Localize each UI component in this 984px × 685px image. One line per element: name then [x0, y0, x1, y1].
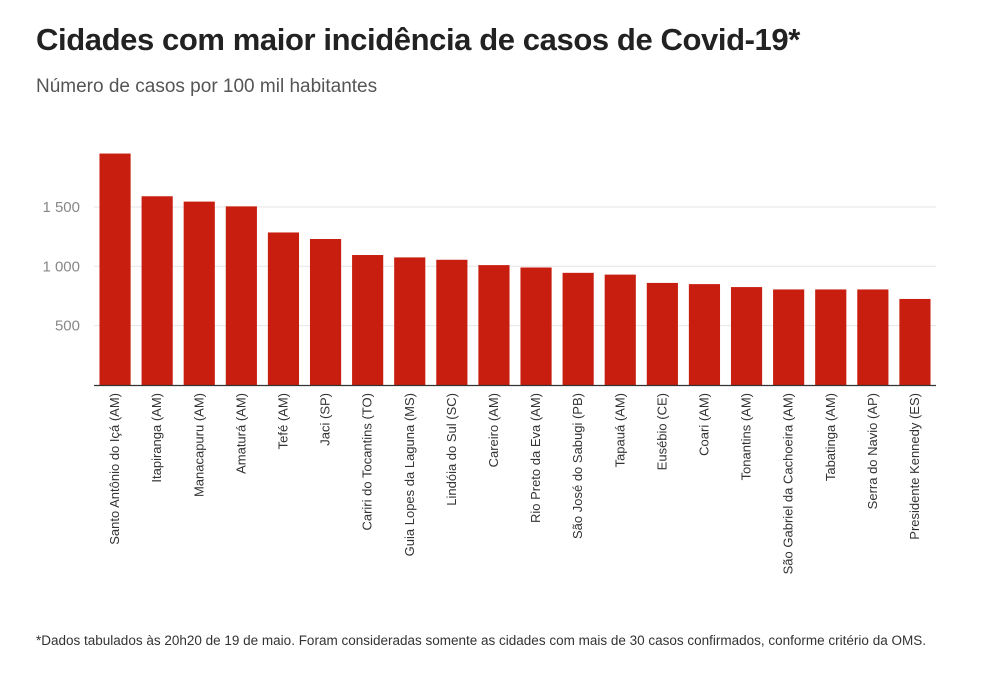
- bar: [520, 267, 552, 385]
- bar: [773, 289, 805, 385]
- bar: [899, 298, 931, 385]
- category-label: Tefé (AM): [275, 393, 290, 449]
- bar: [141, 196, 173, 385]
- category-label: Serra do Navio (AP): [865, 393, 880, 509]
- category-label: Careiro (AM): [486, 393, 501, 467]
- y-tick-label: 1 500: [42, 199, 80, 216]
- bar: [646, 282, 678, 385]
- y-axis-ticks: 500 1 000 1 500: [42, 199, 80, 335]
- category-label: São José do Sabugi (PB): [570, 393, 585, 539]
- bar: [183, 201, 215, 385]
- category-label: Rio Preto da Eva (AM): [528, 393, 543, 523]
- y-tick-label: 1 000: [42, 258, 80, 275]
- chart-subtitle: Número de casos por 100 mil habitantes: [36, 76, 378, 97]
- category-label: Cariri do Tocantins (TO): [360, 393, 375, 531]
- bar: [857, 289, 889, 385]
- category-label: Itapiranga (AM): [149, 393, 164, 483]
- category-label: São Gabriel da Cachoeira (AM): [781, 393, 796, 574]
- bar: [604, 274, 636, 385]
- bar: [225, 206, 257, 385]
- category-label: Eusébio (CE): [654, 393, 669, 470]
- bars: [99, 153, 931, 385]
- bar: [688, 284, 721, 385]
- category-label: Santo Antônio do Içá (AM): [107, 393, 122, 545]
- bar: [99, 153, 131, 385]
- x-axis-labels: Santo Antônio do Içá (AM) Itapiranga (AM)…: [107, 393, 922, 574]
- footnote: *Dados tabulados às 20h20 de 19 de maio.…: [36, 633, 926, 648]
- bar: [730, 287, 763, 385]
- category-label: Tabatinga (AM): [823, 393, 838, 481]
- category-label: Jaci (SP): [318, 393, 333, 446]
- bar: [815, 289, 847, 385]
- bar: [562, 272, 594, 385]
- bar: [267, 232, 300, 385]
- y-tick-label: 500: [55, 318, 80, 335]
- category-label: Amaturá (AM): [233, 393, 248, 474]
- category-label: Lindóia do Sul (SC): [444, 393, 459, 506]
- category-label: Guia Lopes da Laguna (MS): [402, 393, 417, 556]
- category-label: Coari (AM): [696, 393, 711, 456]
- category-label: Tapauá (AM): [612, 393, 627, 467]
- bar: [478, 265, 510, 385]
- bar: [436, 259, 468, 385]
- category-label: Presidente Kennedy (ES): [907, 393, 922, 540]
- bar: [352, 255, 384, 385]
- category-label: Tonantins (AM): [739, 393, 754, 480]
- bar-chart: 500 1 000 1 500 Santo Antônio do Içá (AM) I…: [42, 153, 936, 574]
- gridlines: [94, 206, 936, 327]
- bar: [394, 257, 426, 385]
- bar: [309, 238, 342, 385]
- category-label: Manacapuru (AM): [191, 393, 206, 497]
- chart-title: Cidades com maior incidência de casos de…: [36, 22, 800, 57]
